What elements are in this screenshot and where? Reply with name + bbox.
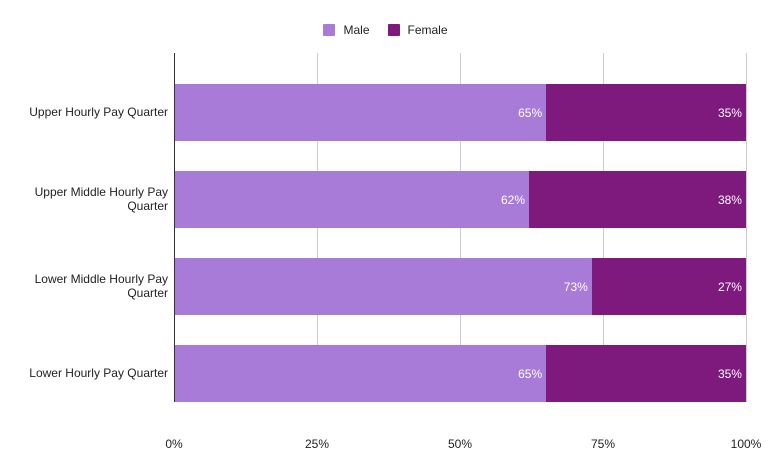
bar-segment-male[interactable]: 65% bbox=[175, 345, 547, 402]
data-label: 65% bbox=[518, 105, 543, 120]
legend-label-male: Male bbox=[343, 23, 370, 37]
bar-segment-male[interactable]: 65% bbox=[175, 84, 547, 141]
x-tick-label: 100% bbox=[730, 437, 762, 451]
data-label: 35% bbox=[717, 105, 742, 120]
male-swatch-icon bbox=[323, 24, 336, 36]
x-tick-label: 50% bbox=[447, 437, 473, 451]
data-label: 65% bbox=[518, 366, 543, 381]
data-label: 73% bbox=[563, 279, 588, 294]
legend-item-male[interactable]: Male bbox=[323, 23, 370, 37]
data-label: 27% bbox=[717, 279, 742, 294]
bar-row[interactable]: 73% 27% bbox=[175, 258, 746, 315]
x-tick-label: 0% bbox=[165, 437, 183, 451]
female-swatch-icon bbox=[387, 24, 400, 36]
data-label: 62% bbox=[500, 192, 526, 207]
bar-segment-female[interactable]: 38% bbox=[529, 171, 746, 228]
bar-row[interactable]: 62% 38% bbox=[175, 171, 746, 228]
plot-area: 65% 35% 62% 38% 73% 27% 65% 35% bbox=[174, 53, 747, 402]
data-label: 38% bbox=[717, 192, 742, 207]
x-tick-label: 25% bbox=[304, 437, 330, 451]
legend-label-female: Female bbox=[407, 23, 448, 37]
bar-segment-female[interactable]: 35% bbox=[546, 84, 746, 141]
legend-item-female[interactable]: Female bbox=[387, 23, 448, 37]
bar-segment-female[interactable]: 35% bbox=[546, 345, 746, 402]
legend: Male Female bbox=[0, 23, 771, 37]
x-tick-label: 75% bbox=[590, 437, 616, 451]
category-label: Lower Hourly Pay Quarter bbox=[29, 366, 168, 380]
category-label: Upper Middle Hourly Pay Quarter bbox=[34, 185, 168, 213]
bar-segment-male[interactable]: 62% bbox=[175, 171, 530, 228]
bar-segment-male[interactable]: 73% bbox=[175, 258, 592, 315]
bar-segment-female[interactable]: 27% bbox=[591, 258, 746, 315]
category-label: Upper Hourly Pay Quarter bbox=[29, 105, 168, 119]
y-axis-line bbox=[174, 53, 175, 402]
gridline-100 bbox=[746, 53, 747, 402]
bar-row[interactable]: 65% 35% bbox=[175, 84, 746, 141]
category-label: Lower Middle Hourly Pay Quarter bbox=[34, 272, 168, 300]
data-label: 35% bbox=[717, 366, 742, 381]
bar-row[interactable]: 65% 35% bbox=[175, 345, 746, 402]
